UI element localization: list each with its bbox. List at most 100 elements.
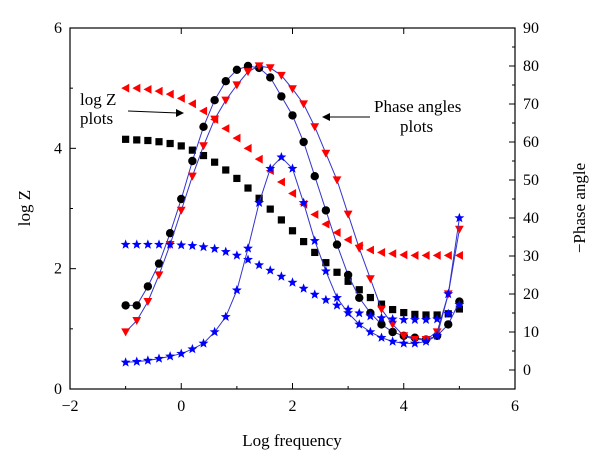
data-point	[132, 83, 141, 93]
data-point	[411, 310, 419, 318]
data-point	[365, 326, 376, 337]
data-point	[343, 307, 354, 318]
left-y-axis-title: log Z	[15, 190, 34, 226]
data-point	[187, 172, 197, 181]
data-point	[165, 89, 174, 99]
data-point	[377, 320, 386, 329]
data-point	[132, 301, 141, 310]
data-point	[409, 314, 420, 325]
logz-annotation-line1: log Z	[80, 90, 116, 109]
data-point	[443, 308, 454, 318]
data-point	[232, 133, 241, 143]
data-point	[187, 343, 198, 354]
data-point	[121, 83, 130, 93]
data-point	[176, 93, 185, 103]
data-point	[243, 254, 253, 264]
x-axis-title: Log frequency	[242, 431, 342, 450]
data-point	[187, 99, 196, 109]
data-point	[222, 166, 230, 174]
data-point	[199, 106, 208, 116]
data-point	[210, 115, 219, 124]
phase-annotation-arrowhead	[322, 113, 330, 121]
data-point	[188, 156, 197, 166]
data-point	[421, 314, 431, 325]
plot-frame	[69, 27, 516, 390]
left-y-tick-label: 2	[54, 261, 62, 278]
data-point	[366, 293, 374, 302]
data-point	[176, 206, 186, 215]
data-point	[233, 174, 241, 183]
data-point	[421, 251, 430, 260]
data-point	[432, 330, 443, 341]
data-point	[120, 239, 131, 249]
logz-annotation-line2: plots	[80, 109, 113, 128]
data-point	[165, 229, 175, 238]
data-point	[355, 293, 364, 302]
phase-plots-annotation: Phase angles plots	[322, 97, 461, 136]
data-point	[165, 351, 176, 361]
right-y-tick-label: 0	[523, 362, 531, 379]
data-point	[409, 338, 420, 348]
data-point	[454, 225, 464, 234]
data-point	[311, 248, 319, 257]
data-point	[332, 300, 342, 310]
x-tick-label: 0	[177, 398, 185, 415]
phase-annotation-line1: Phase angles	[374, 97, 461, 116]
data-point	[288, 189, 297, 198]
data-point	[122, 135, 130, 143]
logz-annotation-arrowhead	[176, 109, 184, 117]
logz-plots-annotation: log Z plots	[80, 90, 184, 128]
data-point	[355, 286, 363, 294]
logz-annotation-arrow	[127, 110, 179, 114]
x-tick-label: 2	[289, 398, 297, 415]
data-point	[231, 250, 242, 260]
data-point	[343, 270, 353, 280]
data-point	[211, 158, 219, 166]
plot-series	[120, 61, 465, 367]
data-point	[176, 240, 187, 250]
data-point	[165, 239, 176, 249]
data-point	[298, 283, 309, 293]
data-point	[321, 206, 331, 215]
series-5-star	[120, 152, 465, 367]
data-point	[365, 245, 374, 255]
data-point	[455, 305, 463, 313]
data-point	[276, 271, 287, 281]
data-point	[131, 356, 142, 366]
data-point	[310, 123, 320, 132]
data-point	[454, 212, 465, 223]
data-point	[343, 235, 352, 245]
data-point	[132, 317, 142, 325]
data-point	[177, 194, 186, 204]
data-point	[388, 327, 397, 337]
data-point	[398, 338, 409, 348]
data-point	[354, 307, 365, 318]
data-point	[299, 137, 308, 147]
right-y-tick-label: 30	[523, 248, 539, 265]
data-point	[432, 251, 441, 260]
data-point	[288, 227, 297, 235]
data-point	[387, 336, 398, 346]
data-point	[398, 314, 409, 325]
data-point	[320, 294, 331, 305]
data-point	[221, 96, 231, 105]
data-point	[320, 266, 331, 276]
data-point	[454, 251, 463, 260]
x-tick-label: −2	[61, 398, 78, 415]
data-point	[231, 285, 242, 295]
data-point	[443, 251, 452, 260]
data-point	[199, 142, 208, 151]
data-point	[221, 77, 230, 86]
data-point	[322, 259, 330, 267]
data-point	[377, 248, 386, 257]
series-2-triangle-down	[121, 62, 464, 344]
data-point	[154, 259, 164, 268]
data-point	[210, 96, 219, 105]
data-point	[387, 314, 398, 324]
data-point	[254, 154, 263, 164]
data-point	[309, 235, 320, 246]
data-point	[332, 292, 342, 303]
data-point	[365, 311, 376, 321]
